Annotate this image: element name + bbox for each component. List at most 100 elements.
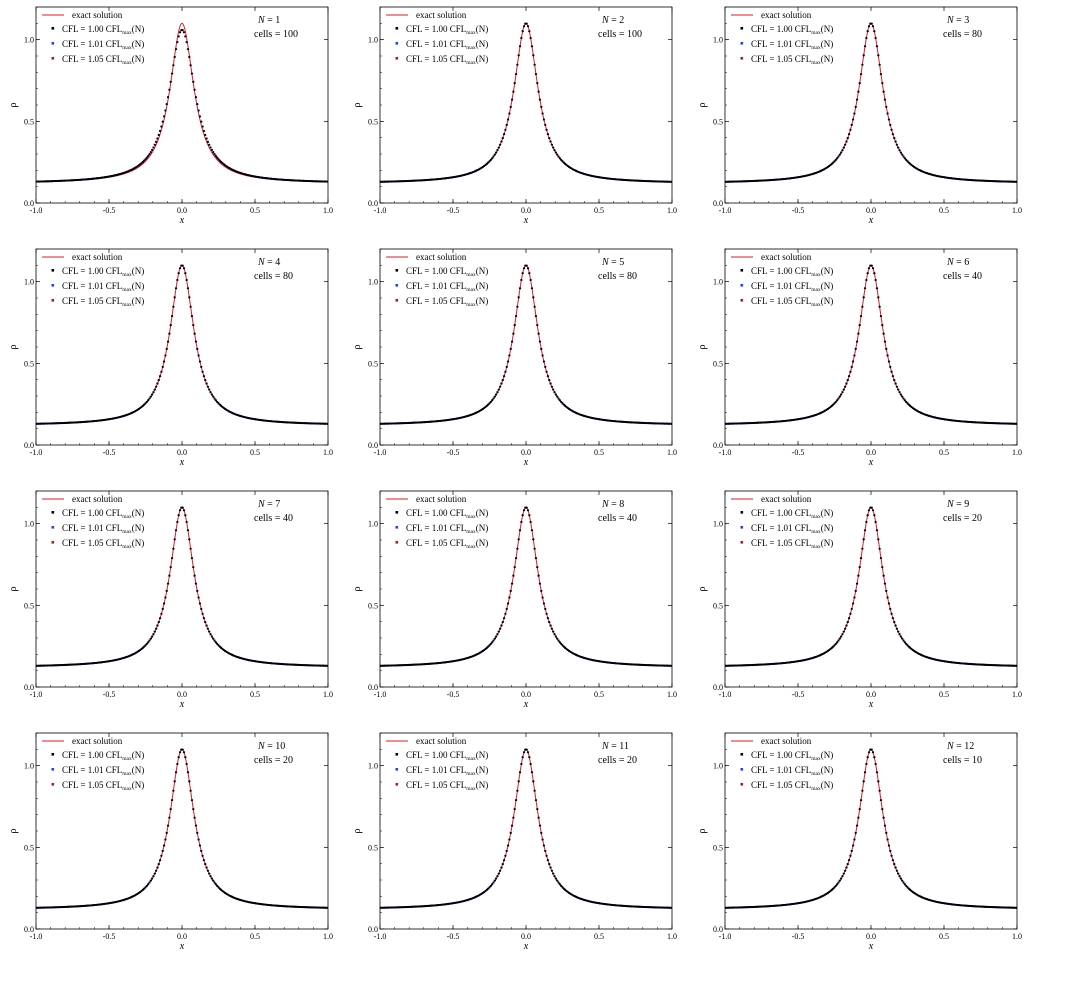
panel-4-point	[190, 306, 192, 308]
panel-3-legend-exact-label: exact solution	[761, 10, 812, 20]
panel-6-point	[880, 315, 882, 317]
panel-2-point	[553, 149, 555, 151]
panel-2-point	[496, 149, 498, 151]
panel-4-point	[196, 348, 198, 350]
panel-7-ytick-label: 1.0	[24, 520, 34, 529]
panel-5-point	[519, 287, 521, 289]
panel-2-point	[536, 82, 538, 84]
panel-5-point	[532, 296, 534, 298]
panel-3-point	[884, 99, 886, 101]
panel-4-ytick-label: 0.5	[24, 359, 34, 368]
panel-4-point	[206, 383, 208, 385]
panel-2-point	[504, 129, 506, 131]
panel-6-point	[896, 386, 898, 388]
panel-4-ytick-label: 0.0	[24, 441, 34, 450]
panel-5-point	[527, 267, 529, 269]
panel-4-point	[160, 371, 162, 373]
panel-3-point	[851, 124, 853, 126]
panel-2-point	[527, 25, 529, 27]
panel-3-point	[879, 64, 881, 66]
panel-3-legend-series-label: CFL = 1.05 CFLmax(N)	[751, 54, 833, 66]
panel-6-point	[863, 296, 865, 298]
panel-1-n-label: N = 1	[257, 15, 280, 26]
panel-3-point	[840, 151, 842, 153]
panel-2-xtick-label: -0.5	[447, 206, 460, 215]
panel-1-point	[206, 138, 208, 140]
panel-3-point	[841, 149, 843, 151]
panel-3-point	[847, 137, 849, 139]
panel-5-point	[502, 379, 504, 381]
panel-2-point	[534, 64, 536, 66]
panel-5-point	[552, 389, 554, 391]
panel-1-point	[192, 81, 194, 83]
panel-1-point	[176, 41, 178, 43]
panel-2-point	[523, 25, 525, 27]
panel-1-ytick-label: 0.5	[24, 117, 34, 126]
panel-4-ytick-label: 1.0	[24, 278, 34, 287]
panel-1-point	[150, 151, 152, 153]
panel-1-point	[195, 96, 197, 98]
panel-7-xtick-label: -0.5	[103, 690, 116, 699]
panel-3-xtick-label: 1.0	[1012, 206, 1022, 215]
panel-4-point	[192, 324, 194, 326]
panel-3-xtick-label: 0.5	[939, 206, 949, 215]
panel-2-legend-series-swatch	[396, 42, 399, 45]
panel-1-point	[211, 149, 213, 151]
panel-6-point	[859, 324, 861, 326]
panel-3-point	[853, 112, 855, 114]
panel-5-point	[523, 267, 525, 269]
panel-1-point	[204, 134, 206, 136]
panel-1-point	[174, 56, 176, 58]
panel-1-point	[196, 103, 198, 105]
panel-5-point	[508, 354, 510, 356]
panel-4-point	[159, 375, 161, 377]
panel-4-point	[151, 393, 153, 395]
panel-3-point	[891, 129, 893, 131]
panel-4-legend-exact-label: exact solution	[72, 252, 123, 262]
panel-1-point	[160, 126, 162, 128]
panel-4-cells-label: cells = 80	[254, 271, 293, 282]
panel-2-point	[548, 137, 550, 139]
panel-4-point	[171, 315, 173, 317]
panel-3-n-label: N = 3	[946, 15, 969, 26]
panel-5-point	[530, 279, 532, 281]
panel-1-point	[208, 144, 210, 146]
panel-5-point	[556, 396, 558, 398]
panel-6-ylabel: ρ	[697, 345, 708, 350]
panel-2-legend-series-label: CFL = 1.00 CFLmax(N)	[406, 24, 488, 36]
panel-1-point	[209, 146, 211, 148]
panel-4-point	[164, 354, 166, 356]
panel-2-legend-series-swatch	[396, 27, 399, 30]
panel-2-legend-series-label: CFL = 1.01 CFLmax(N)	[406, 39, 488, 51]
panel-6-point	[848, 375, 850, 377]
panel-6-point	[897, 389, 899, 391]
panel-2-point	[515, 73, 517, 75]
panel-1-point	[183, 31, 185, 33]
panel-7-point	[150, 638, 152, 640]
panel-2-point	[502, 137, 504, 139]
panel-5-point	[518, 296, 520, 298]
panel-2-point	[535, 73, 537, 75]
panel-6-ytick-label: 1.0	[713, 278, 723, 287]
panel-4-point	[207, 386, 209, 388]
panel-3-point	[895, 141, 897, 143]
panel-7-point	[152, 633, 154, 635]
panel-2-point	[514, 82, 516, 84]
panel-6-point	[841, 391, 843, 393]
panel-5-point	[507, 360, 509, 362]
panel-6-xlabel: x	[868, 457, 874, 468]
panel-5-ytick-label: 0.0	[368, 441, 378, 450]
panel-3-ytick-label: 1.0	[713, 36, 723, 45]
panel-3-point	[873, 30, 875, 32]
panel-6-point	[871, 265, 873, 267]
panel-2-point	[531, 45, 533, 47]
panel-4-point	[154, 389, 156, 391]
panel-6-point	[845, 383, 847, 385]
panel-5-legend-series-swatch	[396, 284, 399, 287]
panel-6-point	[837, 398, 839, 400]
panel-2-point	[522, 30, 524, 32]
panel-5-point	[512, 333, 514, 335]
